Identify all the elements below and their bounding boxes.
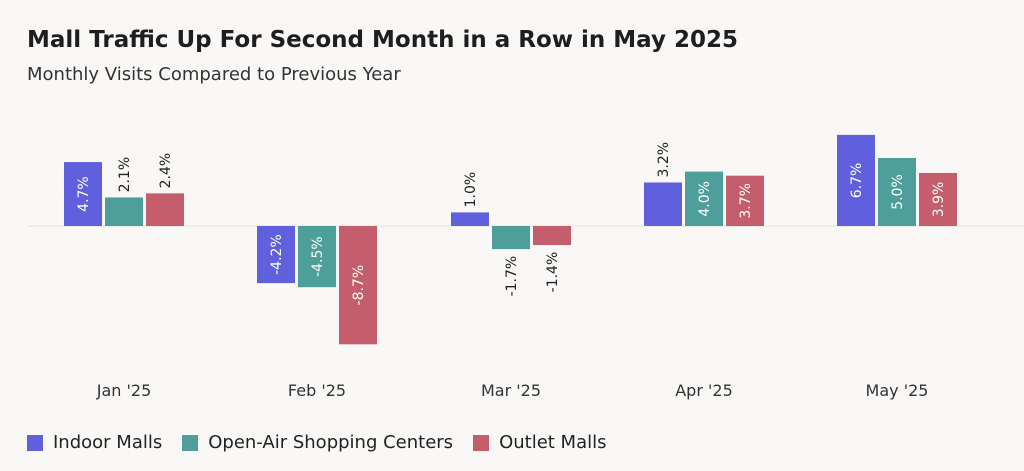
data-label-indoor-malls-apr-25: 3.2% [656,142,672,178]
data-label-outlet-malls-mar-25: -1.4% [545,252,561,293]
x-tick-label-may-25: May '25 [866,381,929,400]
legend-item-indoor-malls: Indoor Malls [27,432,162,453]
data-label-open-air-shopping-centers-feb-25: -4.5% [310,236,326,277]
bar-indoor-malls-mar-25 [451,212,489,226]
data-label-indoor-malls-feb-25: -4.2% [269,234,285,275]
bar-open-air-shopping-centers-may-25 [878,158,916,226]
legend-label-outlet-malls: Outlet Malls [499,432,607,453]
legend-label-indoor-malls: Indoor Malls [53,432,163,453]
bar-indoor-malls-jan-25 [64,162,102,226]
bar-outlet-malls-feb-25 [339,226,377,345]
x-tick-label-apr-25: Apr '25 [675,381,733,400]
legend-item-open-air: Open-Air Shopping Centers [182,432,453,453]
bar-indoor-malls-feb-25 [257,226,295,284]
data-label-open-air-shopping-centers-may-25: 5.0% [890,174,906,210]
legend-item-outlet-malls: Outlet Malls [473,432,607,453]
bar-open-air-shopping-centers-jan-25 [105,197,143,226]
legend-swatch-outlet-malls [473,434,490,451]
data-label-outlet-malls-may-25: 3.9% [931,182,947,218]
legend: Indoor Malls Open-Air Shopping Centers O… [27,432,627,453]
data-label-open-air-shopping-centers-jan-25: 2.1% [117,157,133,193]
bar-outlet-malls-apr-25 [726,175,764,226]
bar-open-air-shopping-centers-apr-25 [685,171,723,226]
bar-outlet-malls-mar-25 [533,226,571,246]
bar-chart: 4.7% 2.1% 2.4% Jan '25 -4.2% -4.5% -8.7% Feb '2… [27,134,1024,400]
data-label-open-air-shopping-centers-apr-25: 4.0% [697,181,713,217]
chart-title: Mall Traffic Up For Second Month in a Ro… [27,27,739,53]
x-tick-label-mar-25: Mar '25 [481,381,541,400]
data-label-outlet-malls-apr-25: 3.7% [738,183,754,219]
x-tick-label-jan-25: Jan '25 [96,381,152,400]
bar-outlet-malls-may-25 [919,172,957,226]
legend-swatch-indoor-malls [27,434,43,451]
data-label-outlet-malls-jan-25: 2.4% [158,153,174,189]
data-label-outlet-malls-feb-25: -8.7% [351,265,367,306]
data-label-open-air-shopping-centers-mar-25: -1.7% [504,256,520,297]
data-label-indoor-malls-may-25: 6.7% [849,163,865,199]
legend-swatch-open-air [182,434,199,451]
bar-outlet-malls-jan-25 [146,193,184,226]
bar-indoor-malls-may-25 [837,134,875,226]
data-label-indoor-malls-jan-25: 4.7% [76,176,92,212]
x-tick-label-feb-25: Feb '25 [288,381,346,400]
data-label-indoor-malls-mar-25: 1.0% [463,172,479,208]
chart-subtitle: Monthly Visits Compared to Previous Year [27,64,401,85]
bar-indoor-malls-apr-25 [644,182,682,226]
legend-label-open-air: Open-Air Shopping Centers [208,432,454,453]
bar-open-air-shopping-centers-feb-25 [298,226,336,288]
bar-open-air-shopping-centers-mar-25 [492,226,530,250]
